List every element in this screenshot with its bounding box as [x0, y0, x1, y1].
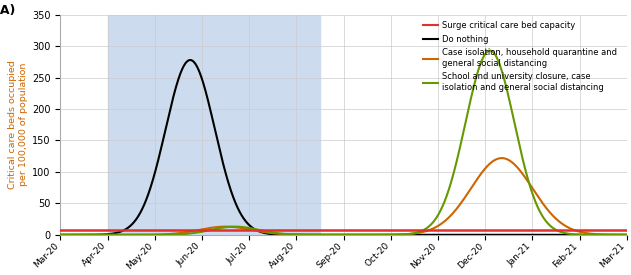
Text: (A): (A) — [0, 4, 16, 17]
Y-axis label: Critical care beds occupied
per 100,000 of population: Critical care beds occupied per 100,000 … — [8, 60, 28, 189]
Bar — [108, 15, 320, 235]
Legend: Surge critical care bed capacity, Do nothing, Case isolation, household quaranti: Surge critical care bed capacity, Do not… — [423, 21, 617, 92]
